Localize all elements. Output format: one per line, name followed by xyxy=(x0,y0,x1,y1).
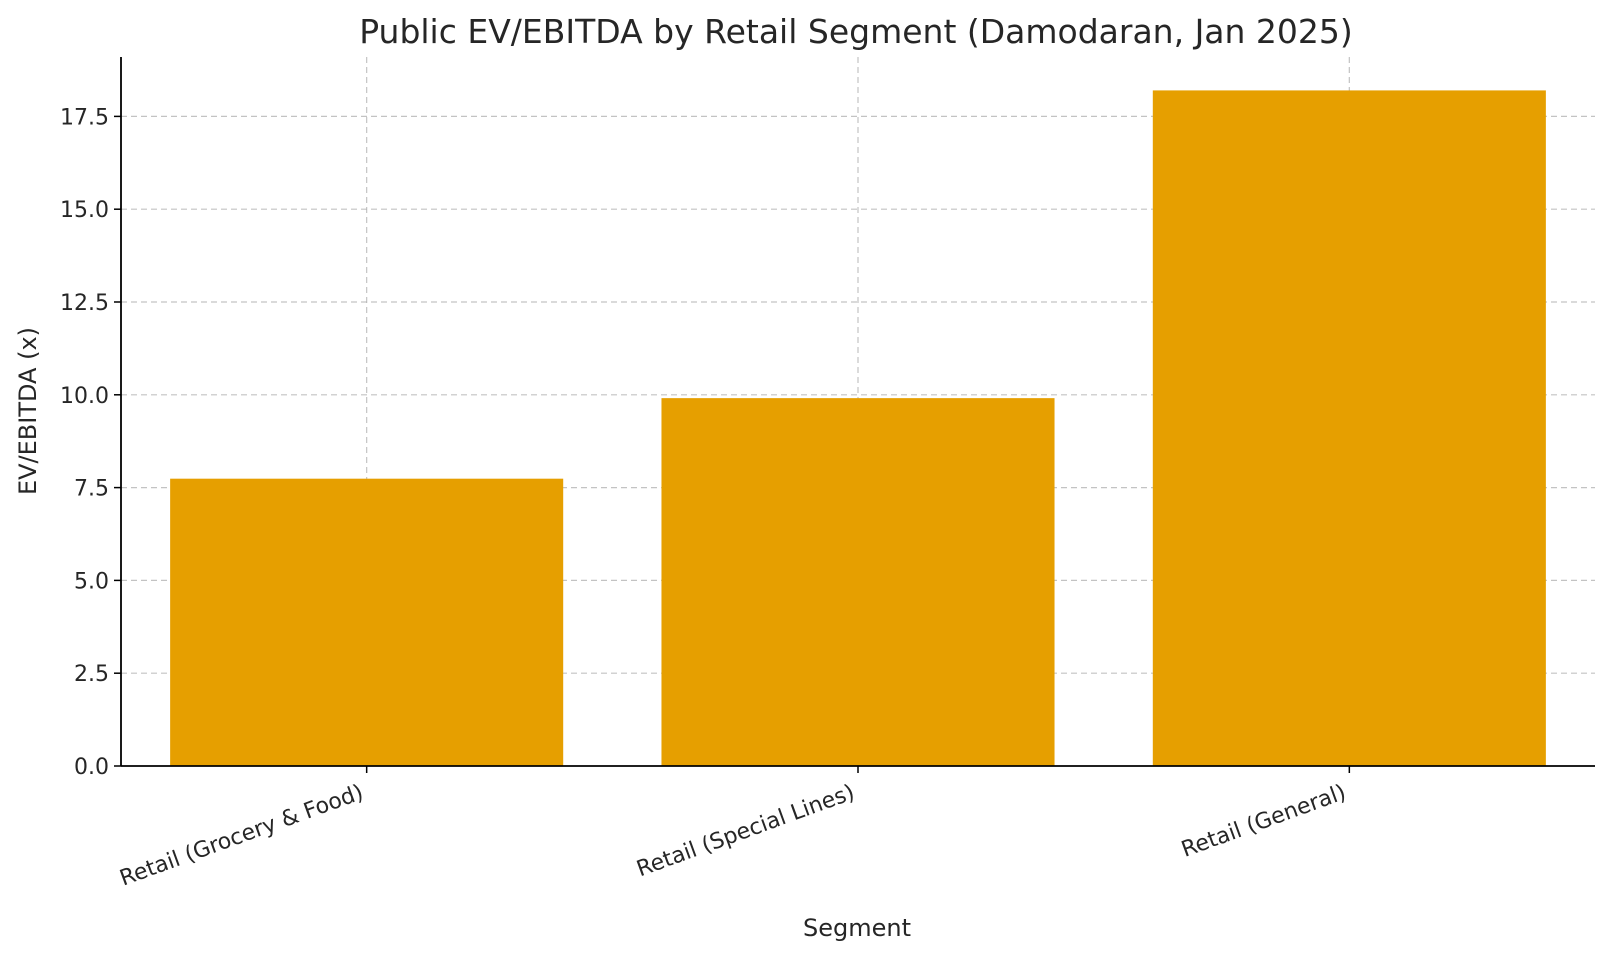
bars xyxy=(170,90,1546,766)
y-tick-label: 0.0 xyxy=(74,755,109,780)
y-tick-label: 15.0 xyxy=(60,198,109,223)
x-tick-label: Retail (Grocery & Food) xyxy=(117,780,367,891)
chart-title: Public EV/EBITDA by Retail Segment (Damo… xyxy=(359,12,1353,51)
bar xyxy=(661,398,1055,766)
y-tick-label: 2.5 xyxy=(74,662,109,687)
y-tick-label: 5.0 xyxy=(74,569,109,594)
y-tick-label: 17.5 xyxy=(60,105,109,130)
y-ticks: 0.0 2.5 5.0 7.5 10.0 12.5 15.0 17.5 xyxy=(60,105,121,780)
x-tick-label: Retail (Special Lines) xyxy=(633,780,858,882)
x-ticks: Retail (Grocery & Food) Retail (Special L… xyxy=(117,766,1351,892)
bar xyxy=(1152,90,1546,766)
x-axis-label: Segment xyxy=(803,914,911,942)
bar xyxy=(170,478,564,766)
x-tick-label: Retail (General) xyxy=(1178,780,1349,863)
y-tick-label: 10.0 xyxy=(60,384,109,409)
y-axis-label: EV/EBITDA (x) xyxy=(14,327,42,495)
y-tick-label: 12.5 xyxy=(60,291,109,316)
y-tick-label: 7.5 xyxy=(74,477,109,502)
